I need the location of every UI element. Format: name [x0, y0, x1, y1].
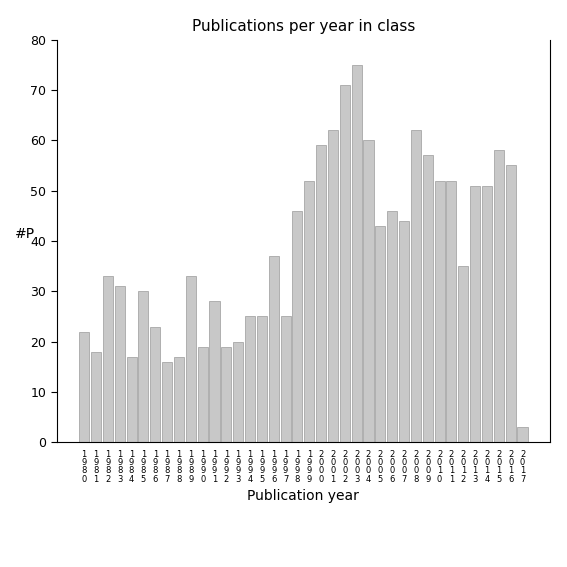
Bar — [79, 332, 89, 442]
Bar — [281, 316, 291, 442]
Bar — [233, 341, 243, 442]
Bar — [446, 180, 456, 442]
Bar — [387, 211, 397, 442]
Bar — [257, 316, 267, 442]
Bar — [434, 180, 445, 442]
Bar — [126, 357, 137, 442]
Bar — [399, 221, 409, 442]
Bar — [470, 185, 480, 442]
Title: Publications per year in class: Publications per year in class — [192, 19, 415, 35]
Bar — [304, 180, 314, 442]
Bar — [103, 276, 113, 442]
Bar — [245, 316, 255, 442]
Bar — [340, 85, 350, 442]
Bar — [458, 266, 468, 442]
Bar — [209, 302, 219, 442]
Y-axis label: #P: #P — [15, 227, 35, 241]
X-axis label: Publication year: Publication year — [247, 489, 359, 503]
Bar — [293, 211, 302, 442]
Bar — [482, 185, 492, 442]
Bar — [174, 357, 184, 442]
Bar — [221, 346, 231, 442]
Bar — [162, 362, 172, 442]
Bar — [518, 427, 527, 442]
Bar — [375, 226, 386, 442]
Bar — [423, 155, 433, 442]
Bar — [328, 130, 338, 442]
Bar — [138, 291, 149, 442]
Bar — [150, 327, 160, 442]
Bar — [411, 130, 421, 442]
Bar — [115, 286, 125, 442]
Bar — [352, 65, 362, 442]
Bar — [506, 166, 516, 442]
Bar — [316, 145, 326, 442]
Bar — [91, 352, 101, 442]
Bar — [198, 346, 208, 442]
Bar — [494, 150, 504, 442]
Bar — [186, 276, 196, 442]
Bar — [269, 256, 279, 442]
Bar — [363, 141, 374, 442]
